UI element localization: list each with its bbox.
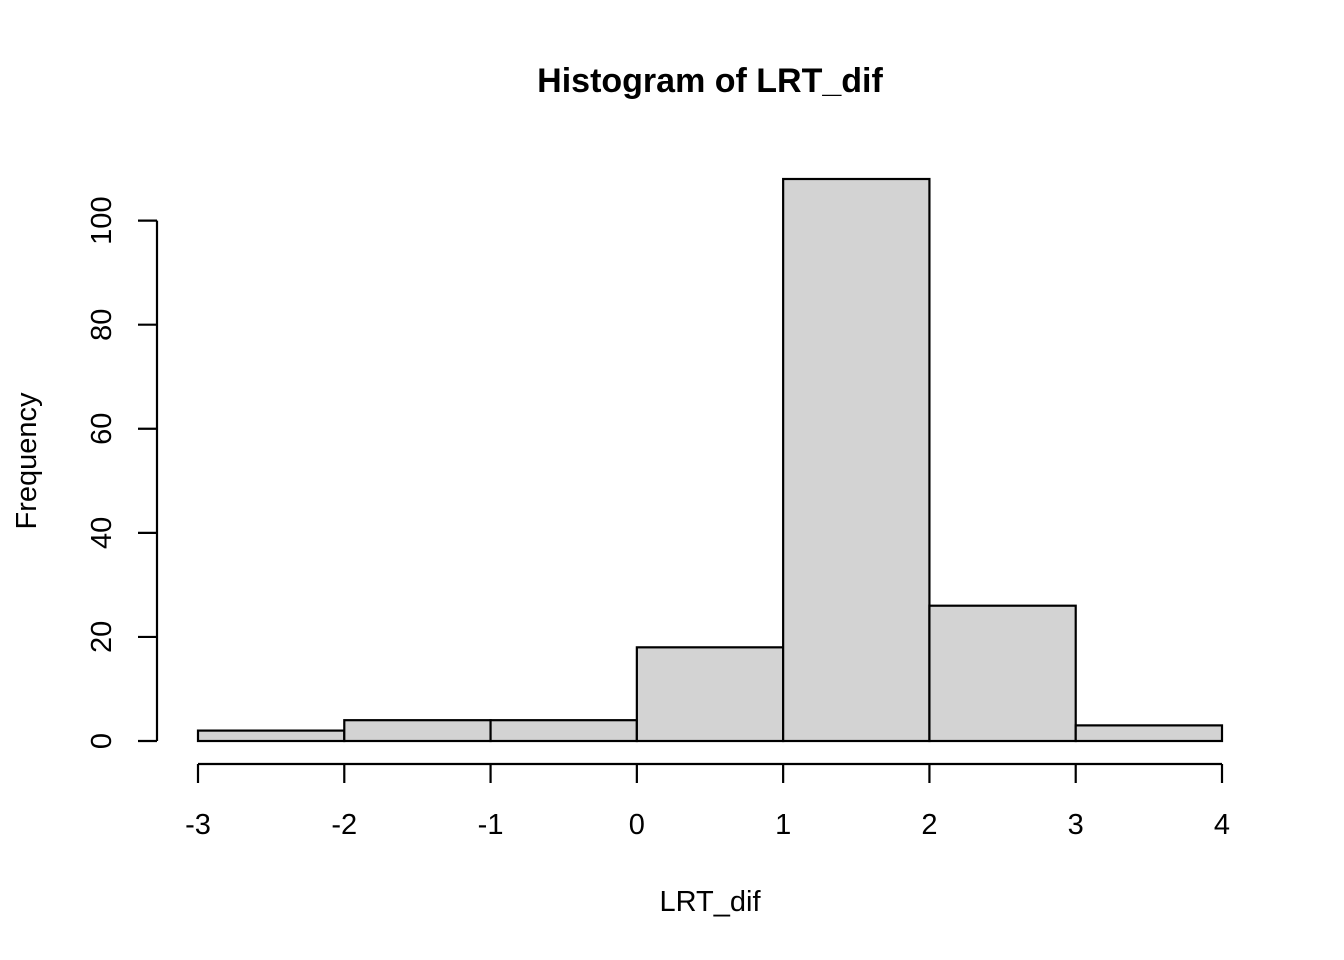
histogram-bar [928,604,1077,743]
histogram-bar [1074,724,1224,743]
y-tick-label: 20 [86,621,118,653]
x-tick-label: -3 [185,809,211,841]
x-tick-label: 1 [775,809,791,841]
chart-title: Histogram of LRT_dif [537,62,883,100]
histogram-bar [489,719,638,743]
x-tick-label: -2 [331,809,357,841]
x-axis: -3 -2 -1 0 1 2 3 4 [185,762,1230,841]
y-axis: 0 20 40 60 80 100 [86,196,159,749]
x-tick-label: -1 [478,809,504,841]
histogram-bar [635,646,785,743]
y-axis-label: Frequency [11,392,43,530]
x-tick-label: 2 [921,809,937,841]
y-tick-label: 80 [86,309,118,341]
histogram-bar [782,177,931,743]
histogram-bar [196,729,346,743]
y-tick-label: 100 [86,196,118,244]
histogram-bar [343,719,492,743]
bars-group [196,177,1224,743]
y-tick-label: 40 [86,517,118,549]
y-tick-label: 60 [86,413,118,445]
x-tick-label: 3 [1068,809,1084,841]
x-tick-label: 4 [1214,809,1230,841]
x-axis-label: LRT_dif [659,886,761,918]
y-tick-label: 0 [86,733,118,749]
x-tick-label: 0 [629,809,645,841]
